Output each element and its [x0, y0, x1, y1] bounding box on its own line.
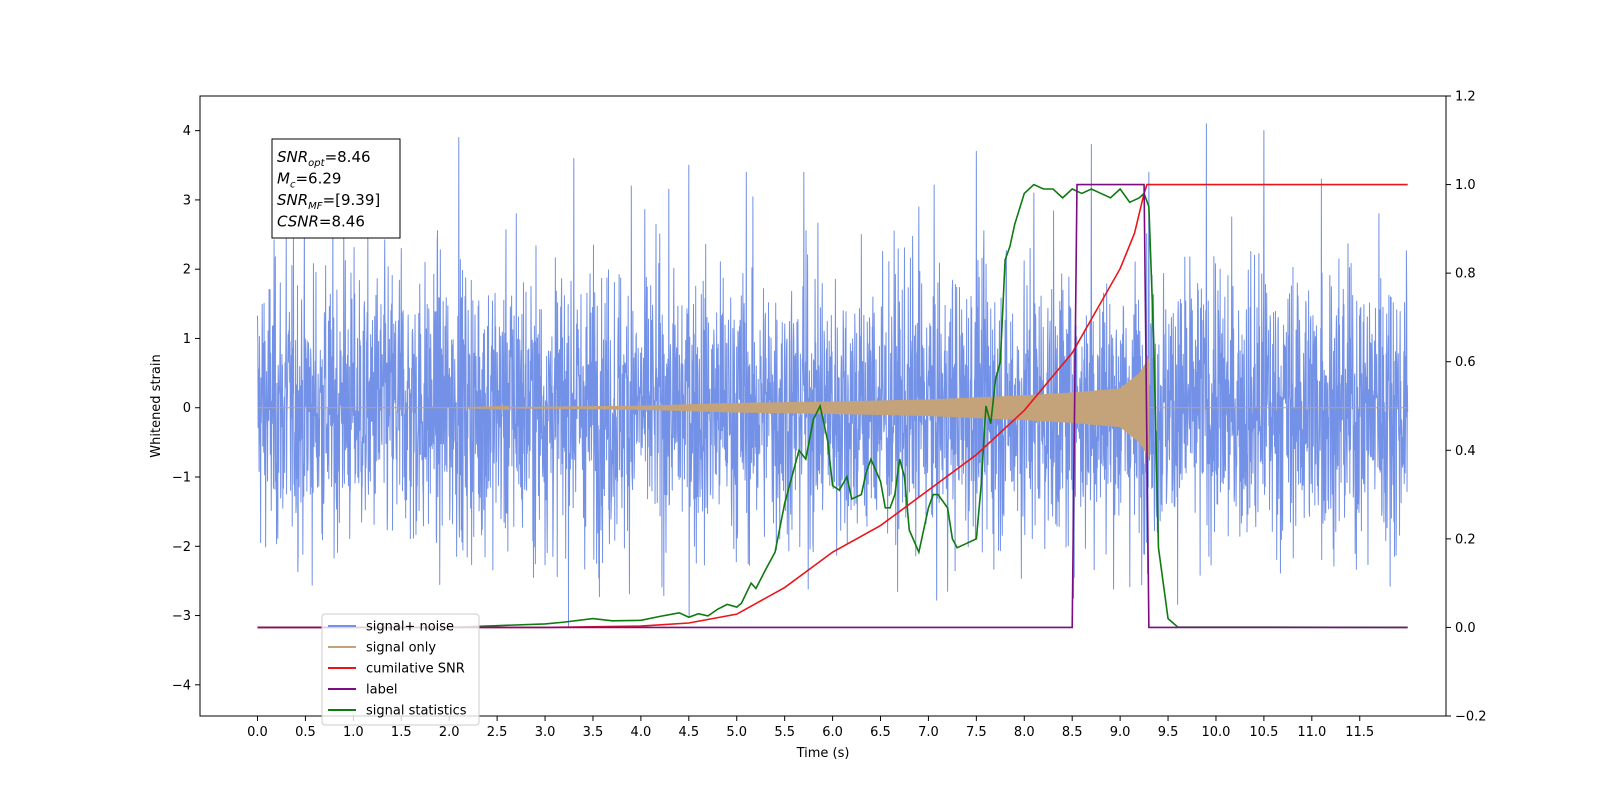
legend-label-signal-noise: signal+ noise: [366, 620, 454, 635]
annotation-frame: [271, 138, 401, 239]
legend-label-signal-only: signal only: [366, 641, 436, 656]
x-tick-label: 3.5: [583, 725, 604, 740]
series-label-line: [257, 183, 1408, 629]
y2-tick-label: 1.0: [1455, 178, 1476, 193]
y2-tick-label: 0.2: [1455, 532, 1476, 547]
annotation-line: CSNR=8.46: [277, 213, 365, 231]
y-tick-label: −2: [172, 540, 191, 555]
x-tick-label: 8.5: [1062, 725, 1083, 740]
y-axis-ticks: 4 3 2 1 0 −1 −2 −3 −4: [172, 124, 200, 693]
y2-tick-label: 1.2: [1455, 90, 1476, 105]
x-tick-label: 8.0: [1014, 725, 1035, 740]
x-tick-label: 5.0: [726, 725, 747, 740]
x-tick-label: 0.5: [295, 725, 316, 740]
x-tick-label: 10.0: [1201, 725, 1230, 740]
x-tick-label: 0.0: [247, 725, 268, 740]
legend-label-signal-statistics: signal statistics: [366, 704, 467, 719]
y2-tick-label: 0.4: [1455, 444, 1476, 459]
y2-tick-label: 0.6: [1455, 355, 1476, 370]
x-tick-label: 7.0: [918, 725, 939, 740]
y2-tick-label: −0.2: [1455, 710, 1487, 725]
annotation-line: SNRopt=8.46: [277, 148, 371, 169]
x-tick-label: 1.5: [391, 725, 412, 740]
x-axis-label: Time (s): [796, 746, 850, 761]
x-axis-ticks: 0.0 0.5 1.0 1.5 2.0 2.5 3.0 3.5 4.0 4.5 5.0 5.5 6.0 6…: [247, 716, 1374, 740]
y-tick-label: 0: [183, 401, 191, 416]
x-tick-label: 2.0: [439, 725, 460, 740]
y-tick-label: −4: [172, 678, 191, 693]
x-tick-label: 7.5: [966, 725, 987, 740]
plot-frame: [199, 95, 1447, 717]
x-tick-label: 4.0: [631, 725, 652, 740]
annotation-line: Mc=6.29: [277, 170, 341, 191]
annotation-line: SNRMF=[9.39]: [277, 191, 380, 212]
x-tick-label: 6.5: [870, 725, 891, 740]
x-tick-label: 5.5: [774, 725, 795, 740]
y-axis-label: Whitened strain: [149, 354, 164, 457]
x-tick-label: 1.0: [343, 725, 364, 740]
legend-frame: [321, 613, 480, 726]
x-tick-label: 9.0: [1110, 725, 1131, 740]
y2-tick-label: 0.8: [1455, 267, 1476, 282]
y-tick-label: 3: [183, 193, 191, 208]
series-signal-statistics-line: [257, 183, 1408, 629]
legend-label-cumilative-snr: cumilative SNR: [366, 662, 465, 677]
legend-label-label: label: [366, 683, 397, 698]
x-tick-label: 6.0: [822, 725, 843, 740]
y-tick-label: −1: [172, 471, 191, 486]
x-tick-label: 3.0: [535, 725, 556, 740]
x-tick-label: 9.5: [1158, 725, 1179, 740]
legend: signal+ noise signal only cumilative SNR la…: [321, 613, 480, 726]
series-cumulative-snr-line: [257, 183, 1408, 629]
x-tick-label: 2.5: [487, 725, 508, 740]
x-tick-label: 4.5: [678, 725, 699, 740]
y-tick-label: 1: [183, 332, 191, 347]
series-signal-only-line: [257, 357, 1408, 458]
x-tick-label: 11.0: [1297, 725, 1326, 740]
y-tick-label: −3: [172, 609, 191, 624]
series-signal-noise-line: [257, 123, 1409, 628]
y-tick-label: 2: [183, 263, 191, 278]
y2-tick-label: 0.0: [1455, 621, 1476, 636]
y2-axis-ticks: 1.2 1.0 0.8 0.6 0.4 0.2 0.0 −0.2: [1446, 90, 1487, 725]
x-tick-label: 11.5: [1345, 725, 1374, 740]
x-tick-label: 10.5: [1249, 725, 1278, 740]
y-tick-label: 4: [183, 124, 191, 139]
plot-area: [257, 123, 1409, 629]
